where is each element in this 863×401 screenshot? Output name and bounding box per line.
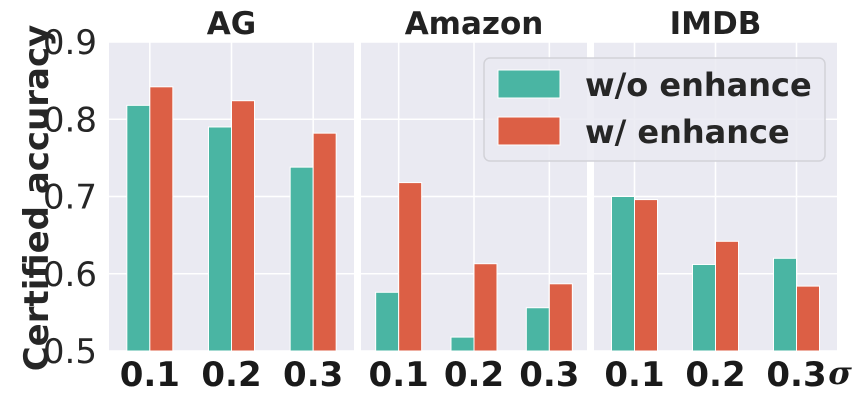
bar-w-enhance xyxy=(231,100,255,352)
bar-w-enhance xyxy=(634,199,658,352)
y-tick-label: 0.5 xyxy=(43,332,97,372)
bar-wo-enhance xyxy=(126,104,151,352)
x-tick-label: 0.2 xyxy=(201,355,261,395)
bar-wo-enhance xyxy=(692,263,716,352)
panel-title: Amazon xyxy=(405,6,544,42)
x-tick-label: 0.2 xyxy=(444,355,504,395)
bar-w-enhance xyxy=(796,285,820,352)
x-axis-label-sigma: σ xyxy=(828,354,852,392)
bar-wo-enhance xyxy=(450,336,475,352)
bar-w-enhance xyxy=(312,132,337,352)
y-tick-label: 0.7 xyxy=(43,178,97,218)
bar-wo-enhance xyxy=(773,257,797,352)
panel-title: AG xyxy=(207,6,256,42)
panel-ag: 0.1 0.2 0.3 AG xyxy=(109,6,354,395)
legend-swatch xyxy=(497,69,561,99)
bar-wo-enhance xyxy=(375,291,400,352)
legend-box xyxy=(483,57,826,162)
legend-entry: w/ enhance xyxy=(585,113,790,151)
x-tick-label: 0.3 xyxy=(519,355,579,395)
bar-wo-enhance xyxy=(289,166,314,352)
legend-swatch xyxy=(497,116,561,146)
legend: w/o enhance w/ enhance xyxy=(483,57,826,162)
panel-title: IMDB xyxy=(670,6,762,42)
bar-wo-enhance xyxy=(525,307,550,352)
y-tick-label: 0.6 xyxy=(43,255,97,295)
x-tick-label: 0.1 xyxy=(604,355,664,395)
bar-w-enhance xyxy=(715,240,739,352)
x-tick-label: 0.1 xyxy=(120,355,180,395)
x-tick-label: 0.2 xyxy=(685,355,745,395)
y-tick-label: 0.9 xyxy=(43,23,97,63)
bar-w-enhance xyxy=(473,263,498,352)
bar-w-enhance xyxy=(398,182,423,352)
bar-wo-enhance xyxy=(208,126,232,352)
x-tick-label: 0.1 xyxy=(369,355,429,395)
bar-w-enhance xyxy=(548,283,573,352)
y-tick-label: 0.8 xyxy=(43,100,97,140)
legend-entry: w/o enhance xyxy=(585,66,812,104)
x-tick-label: 0.3 xyxy=(283,355,343,395)
bar-w-enhance xyxy=(149,86,174,352)
x-tick-label: 0.3 xyxy=(766,355,826,395)
bar-wo-enhance xyxy=(611,196,635,352)
y-axis-label: Certified accuracy xyxy=(17,25,57,372)
